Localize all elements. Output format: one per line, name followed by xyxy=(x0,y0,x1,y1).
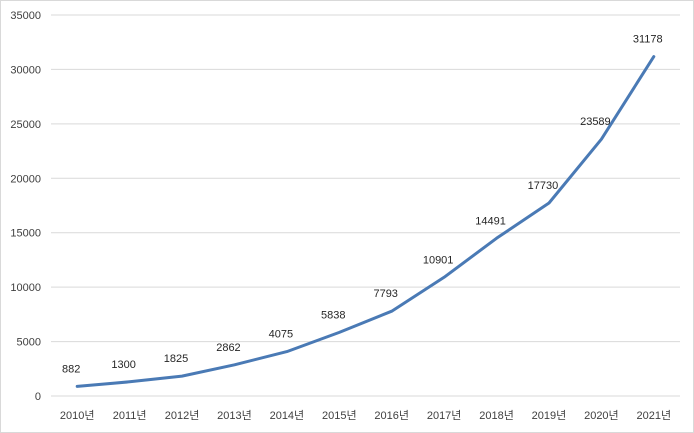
data-point xyxy=(443,276,446,279)
x-tick-label: 2010년 xyxy=(60,409,95,422)
y-axis-tick-labels: 0 5000 10000 15000 20000 25000 30000 35000 xyxy=(10,10,41,403)
series-line xyxy=(75,55,656,388)
x-tick-label: 2012년 xyxy=(165,409,200,422)
data-point xyxy=(128,380,131,383)
y-tick-label: 20000 xyxy=(10,173,41,185)
data-point xyxy=(600,138,603,141)
data-label: 1825 xyxy=(164,353,188,365)
x-tick-label: 2021년 xyxy=(636,409,671,422)
data-point xyxy=(495,237,498,240)
y-tick-label: 10000 xyxy=(10,282,41,294)
series-line-group xyxy=(75,55,656,388)
data-label: 17730 xyxy=(528,180,559,192)
data-label: 14491 xyxy=(475,215,506,227)
data-label: 4075 xyxy=(269,329,293,341)
data-point xyxy=(390,310,393,313)
x-tick-label: 2013년 xyxy=(217,409,252,422)
data-point xyxy=(76,385,79,388)
data-label: 882 xyxy=(62,363,80,375)
data-label: 5838 xyxy=(321,309,345,321)
y-tick-label: 5000 xyxy=(17,337,41,349)
y-tick-label: 0 xyxy=(35,391,41,403)
x-tick-label: 2016년 xyxy=(374,409,409,422)
x-tick-label: 2015년 xyxy=(322,409,357,422)
data-label: 1300 xyxy=(111,359,135,371)
x-tick-label: 2018년 xyxy=(479,409,514,422)
data-point xyxy=(233,363,236,366)
x-axis-tick-labels: 2010년 2011년 2012년 2013년 2014년 2015년 2016년 2017년… xyxy=(60,409,671,422)
data-point xyxy=(652,55,655,58)
y-tick-label: 15000 xyxy=(10,228,41,240)
data-label: 23589 xyxy=(580,116,611,128)
data-point xyxy=(285,350,288,353)
data-label: 10901 xyxy=(423,254,454,266)
y-tick-label: 30000 xyxy=(10,64,41,76)
data-point xyxy=(547,201,550,204)
data-point xyxy=(181,375,184,378)
x-tick-label: 2011년 xyxy=(113,409,147,422)
data-label: 2862 xyxy=(216,342,240,354)
data-point xyxy=(338,331,341,334)
x-tick-label: 2020년 xyxy=(584,409,619,422)
y-tick-label: 25000 xyxy=(10,119,41,131)
data-label: 31178 xyxy=(633,34,663,46)
gridlines xyxy=(51,14,680,397)
data-labels: 882 1300 1825 2862 4075 5838 7793 10901 14491 177… xyxy=(62,34,663,376)
data-label: 7793 xyxy=(373,288,397,300)
x-tick-label: 2019년 xyxy=(532,409,567,422)
x-tick-label: 2017년 xyxy=(427,409,462,422)
x-tick-label: 2014년 xyxy=(270,409,305,422)
y-tick-label: 35000 xyxy=(10,10,41,22)
